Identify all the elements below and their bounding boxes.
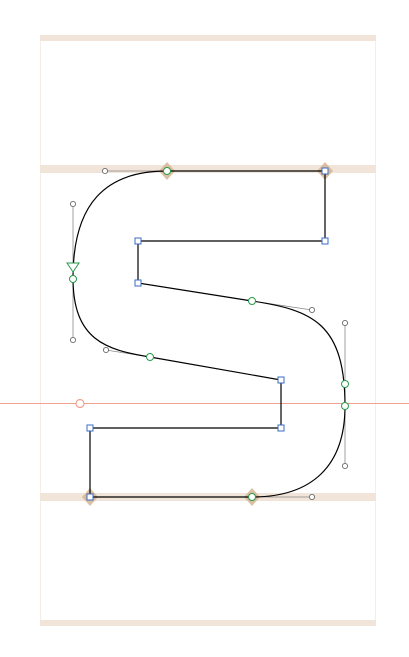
handle-point[interactable]	[308, 493, 316, 501]
smooth-point[interactable]	[69, 275, 77, 283]
glyph-outline[interactable]	[72, 170, 346, 498]
handle-point[interactable]	[101, 167, 109, 175]
handle-point[interactable]	[69, 200, 77, 208]
corner-point[interactable]	[321, 237, 329, 245]
handle-point[interactable]	[341, 462, 349, 470]
corner-point[interactable]	[134, 279, 142, 287]
smooth-point[interactable]	[341, 380, 349, 388]
corner-point[interactable]	[134, 237, 142, 245]
corner-point[interactable]	[321, 167, 329, 175]
corner-point[interactable]	[277, 424, 285, 432]
handle-point[interactable]	[102, 346, 110, 354]
horizontal-guide[interactable]	[0, 398, 409, 409]
off-curve-points	[69, 167, 349, 501]
cap-height-band	[40, 165, 376, 173]
smooth-points	[69, 167, 349, 501]
corner-point[interactable]	[86, 424, 94, 432]
smooth-point[interactable]	[248, 493, 256, 501]
smooth-point[interactable]	[341, 402, 349, 410]
corner-point[interactable]	[277, 376, 285, 384]
ascender-band	[40, 35, 376, 41]
descender-band	[40, 620, 376, 626]
smooth-point[interactable]	[146, 353, 154, 361]
guide-anchor-handle[interactable]	[75, 398, 85, 409]
control-handle-lines	[72, 170, 346, 498]
handle-point[interactable]	[341, 319, 349, 327]
alignment-markers	[82, 162, 333, 506]
corner-point[interactable]	[86, 493, 94, 501]
smooth-point[interactable]	[163, 167, 171, 175]
corner-points	[86, 167, 329, 501]
start-point-direction-icon	[66, 262, 80, 273]
handle-point[interactable]	[308, 306, 316, 314]
handle-point[interactable]	[69, 336, 77, 344]
smooth-point[interactable]	[248, 297, 256, 305]
